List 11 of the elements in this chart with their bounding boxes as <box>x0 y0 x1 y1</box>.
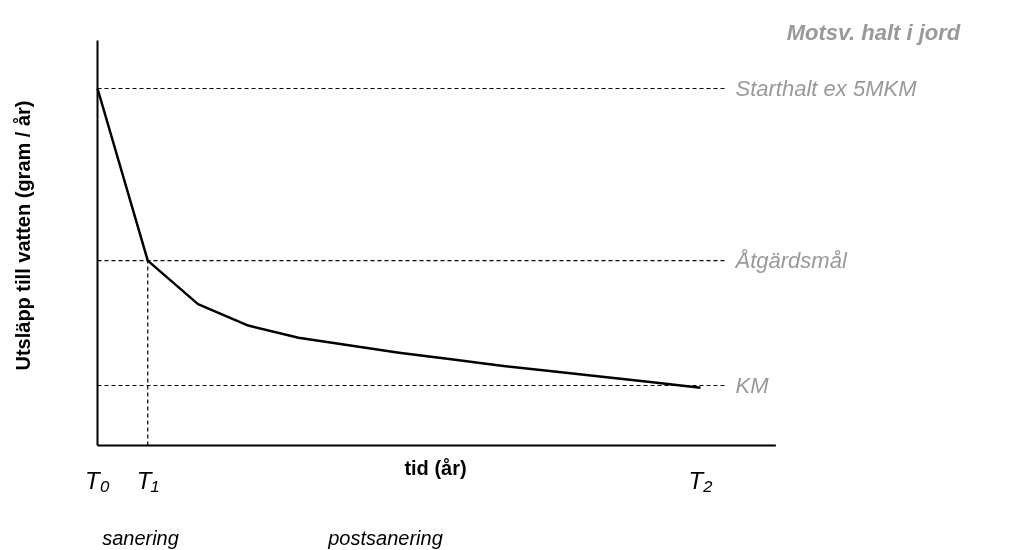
ref-line-label: Åtgärdsmål <box>733 248 848 274</box>
y-axis-title: Utsläpp till vatten (gram / år) <box>11 100 34 371</box>
x-tick-label: T₂ <box>688 467 713 494</box>
text: postsanering <box>327 526 443 549</box>
x-tick-label: T₁ <box>136 467 159 494</box>
x-tick-label: T₀ <box>85 467 110 494</box>
x-axis-title: tid (år) <box>404 456 467 479</box>
ref-line-label: Starthalt ex 5MKM <box>735 76 918 101</box>
legend-title: Motsv. halt i jord <box>786 20 961 45</box>
ref-line-label: KM <box>735 373 770 399</box>
text: sanering <box>102 526 179 549</box>
